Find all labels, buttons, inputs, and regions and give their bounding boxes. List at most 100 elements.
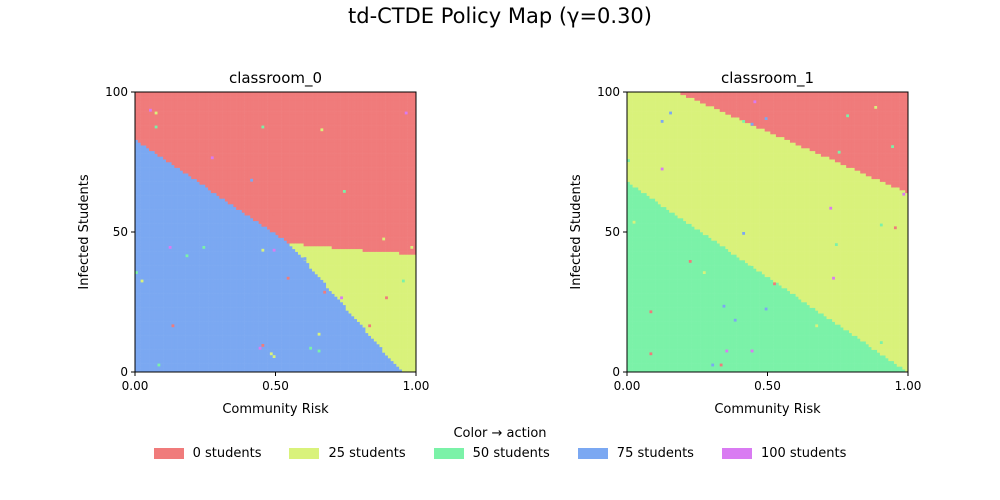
heatmap-cell [180, 294, 183, 297]
heatmap-cell [208, 257, 211, 260]
heatmap-cell [211, 352, 214, 355]
heatmap-cell [259, 336, 262, 339]
heatmap-cell [231, 288, 234, 291]
heatmap-cell [219, 271, 222, 274]
heatmap-cell [250, 243, 253, 246]
heatmap-cell [228, 366, 231, 369]
heatmap-cell [245, 176, 248, 179]
heatmap-cell [264, 235, 267, 238]
heatmap-cell [270, 148, 273, 151]
heatmap-cell [149, 341, 152, 344]
heatmap-cell [242, 165, 245, 168]
heatmap-cell [245, 198, 248, 201]
heatmap-cell [152, 128, 155, 131]
heatmap-cell [177, 207, 180, 210]
heatmap-cell [228, 263, 231, 266]
heatmap-cell [253, 190, 256, 193]
heatmap-cell [267, 338, 270, 341]
heatmap-cell [141, 274, 144, 277]
heatmap-cell [270, 271, 273, 274]
heatmap-cell [236, 120, 239, 123]
heatmap-cell [239, 366, 242, 369]
heatmap-cell [245, 355, 248, 358]
heatmap-cell [208, 229, 211, 232]
heatmap-cell [242, 198, 245, 201]
heatmap-cell [163, 106, 166, 109]
heatmap-cell [219, 221, 222, 224]
heatmap-cell [205, 100, 208, 103]
heatmap-cell [166, 210, 169, 213]
heatmap-cell [236, 235, 239, 238]
heatmap-cell [169, 308, 172, 311]
heatmap-cell [155, 302, 158, 305]
heatmap-cell [236, 176, 239, 179]
heatmap-cell [188, 226, 191, 229]
heatmap-cell [250, 224, 253, 227]
heatmap-cell [205, 170, 208, 173]
heatmap-cell [188, 235, 191, 238]
heatmap-cell [247, 134, 250, 137]
heatmap-cell [228, 168, 231, 171]
heatmap-cell [261, 109, 264, 112]
heatmap-cell [157, 313, 160, 316]
heatmap-cell [186, 140, 189, 143]
heatmap-cell [166, 193, 169, 196]
heatmap-cell [208, 95, 211, 98]
heatmap-cell [183, 344, 186, 347]
heatmap-cell [242, 218, 245, 221]
heatmap-cell [228, 257, 231, 260]
heatmap-cell [273, 145, 276, 148]
heatmap-cell [216, 319, 219, 322]
heatmap-cell [236, 288, 239, 291]
heatmap-cell [267, 252, 270, 255]
heatmap-cell [273, 137, 276, 140]
heatmap-cell [188, 190, 191, 193]
heatmap-cell [169, 156, 172, 159]
heatmap-cell [211, 330, 214, 333]
heatmap-cell [236, 215, 239, 218]
heatmap-cell [191, 123, 194, 126]
heatmap-cell [236, 296, 239, 299]
heatmap-cell [188, 364, 191, 367]
heatmap-cell [157, 254, 160, 257]
heatmap-cell [239, 126, 242, 129]
heatmap-cell [231, 238, 234, 241]
heatmap-cell [172, 210, 175, 213]
heatmap-cell [211, 324, 214, 327]
heatmap-cell [250, 218, 253, 221]
heatmap-cell [146, 336, 149, 339]
heatmap-cell [231, 184, 234, 187]
heatmap-cell [152, 344, 155, 347]
heatmap-cell [208, 114, 211, 117]
heatmap-cell [141, 224, 144, 227]
heatmap-cell [205, 123, 208, 126]
heatmap-cell [236, 333, 239, 336]
heatmap-cell [216, 98, 219, 101]
heatmap-cell [231, 246, 234, 249]
heatmap-cell [152, 162, 155, 165]
heatmap-cell [155, 347, 158, 350]
heatmap-cell [172, 308, 175, 311]
heatmap-cell [219, 324, 222, 327]
heatmap-cell [219, 131, 222, 134]
heatmap-cell [222, 364, 225, 367]
heatmap-cell [180, 308, 183, 311]
heatmap-cell [183, 154, 186, 157]
heatmap-cell [270, 322, 273, 325]
heatmap-cell [214, 344, 217, 347]
heatmap-cell [160, 313, 163, 316]
heatmap-cell [273, 190, 276, 193]
heatmap-cell [231, 347, 234, 350]
heatmap-cell [208, 140, 211, 143]
heatmap-cell [214, 257, 217, 260]
heatmap-cell [214, 313, 217, 316]
heatmap-cell [242, 352, 245, 355]
heatmap-cell [155, 100, 158, 103]
heatmap-cell [233, 198, 236, 201]
heatmap-cell [236, 162, 239, 165]
heatmap-cell [174, 350, 177, 353]
heatmap-cell [219, 277, 222, 280]
heatmap-cell [259, 98, 262, 101]
heatmap-cell [233, 142, 236, 145]
heatmap-cell [191, 184, 194, 187]
